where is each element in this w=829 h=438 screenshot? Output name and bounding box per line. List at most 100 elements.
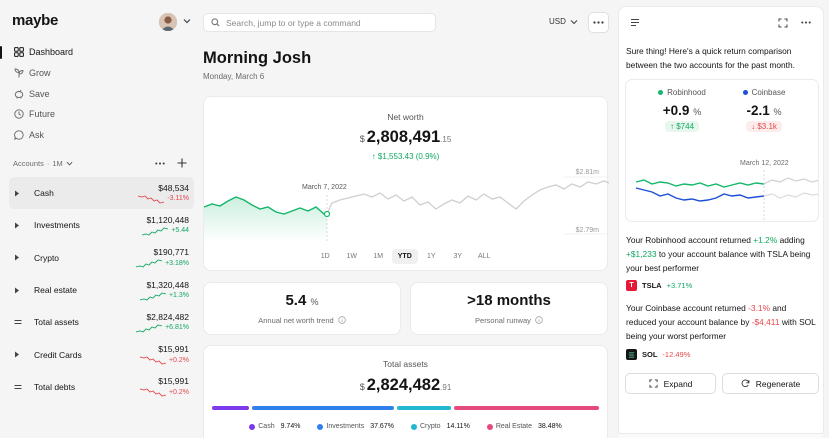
annual-trend-unit: %	[310, 297, 319, 307]
account-row[interactable]: Crypto $190,771 +3.18%	[9, 242, 194, 274]
sol-ticker[interactable]: SOL -12.49%	[626, 349, 690, 360]
sprout-icon	[14, 68, 24, 78]
account-row[interactable]: Total debts $15,991 +0.2%	[9, 371, 194, 403]
asset-allocation-legend: Cash 9.74% Investments 37.67% Crypto 14.…	[204, 423, 607, 430]
currency-symbol: $	[359, 382, 365, 392]
solana-logo-icon	[626, 349, 637, 360]
account-row[interactable]: Total assets $2,824,482 +6.81%	[9, 306, 194, 338]
sidebar-item-save[interactable]: Save	[0, 83, 195, 104]
net-worth-line-future	[326, 180, 609, 215]
sidebar-item-grow[interactable]: Grow	[0, 63, 195, 84]
coinbase-message: Your Coinbase account returned -3.1% and…	[626, 301, 817, 343]
robinhood-message-amount: +$1,233	[626, 249, 657, 259]
allocation-segment[interactable]	[212, 406, 249, 410]
user-avatar[interactable]	[159, 13, 177, 31]
legend-dot	[410, 423, 417, 430]
chevron-down-icon[interactable]	[183, 17, 191, 25]
chart-marker-dot	[323, 210, 331, 218]
range-tab[interactable]: 1D	[320, 253, 330, 260]
tsla-symbol: TSLA	[642, 281, 662, 290]
coinbase-message-mid: and reduced your account balance by	[626, 303, 787, 327]
assistant-panel: Sure thing! Here's a quick return compar…	[618, 6, 824, 438]
tesla-logo-icon: T	[626, 280, 637, 291]
account-change: +0.2%	[168, 388, 189, 396]
net-worth-change: ↑ $1,553.43 (0.9%)	[204, 152, 607, 161]
legend-item: Cash 9.74%	[249, 423, 300, 430]
sidebar-item-dashboard[interactable]: Dashboard	[0, 42, 195, 63]
assistant-intro: Sure thing! Here's a quick return compar…	[626, 46, 795, 70]
legend-label: Cash	[258, 423, 275, 430]
sidebar-item-label: Save	[29, 88, 50, 99]
account-row[interactable]: Real estate $1,320,448 +1.3%	[9, 274, 194, 306]
chevron-right-icon[interactable]	[14, 351, 26, 358]
tsla-ticker[interactable]: T TSLA +3.71%	[626, 280, 692, 291]
chevron-down-icon[interactable]	[66, 160, 73, 167]
total-assets-label: Total assets	[383, 359, 428, 369]
chevron-right-icon[interactable]	[14, 190, 26, 197]
total-assets-value: $2,824,482.91	[204, 376, 607, 395]
ellipsis-icon	[800, 21, 811, 24]
tsla-change: +3.71%	[666, 281, 693, 290]
accounts-period-selector[interactable]: 1M	[52, 158, 63, 168]
clock-icon	[14, 109, 24, 120]
account-change: -3.11%	[167, 195, 189, 203]
sidebar-item-future[interactable]: Future	[0, 104, 195, 125]
range-tab[interactable]: 1M	[373, 253, 384, 260]
account-row[interactable]: Credit Cards $15,991 +0.2%	[9, 338, 194, 370]
add-account-button[interactable]	[177, 158, 187, 168]
annual-trend-card: 5.4 % Annual net worth trend	[203, 282, 401, 335]
allocation-segment[interactable]	[251, 406, 395, 410]
range-tab[interactable]: YTD	[391, 249, 418, 264]
expand-icon	[778, 18, 787, 27]
account-row[interactable]: Investments $1,120,448 +5.44	[9, 209, 194, 241]
account-row[interactable]: Cash $48,534 -3.11%	[9, 177, 194, 210]
chevron-right-icon[interactable]	[14, 287, 26, 294]
legend-item: Real Estate 38.48%	[486, 423, 562, 430]
panel-menu-button[interactable]	[625, 13, 644, 32]
currency-selector[interactable]: USD	[549, 17, 578, 26]
accounts-more-button[interactable]	[155, 162, 165, 165]
account-change: +0.2%	[168, 356, 189, 364]
legend-dot	[249, 423, 256, 430]
allocation-segment[interactable]	[453, 406, 599, 410]
chat-input-area[interactable]	[619, 433, 823, 438]
range-tab[interactable]: 1W	[346, 253, 358, 260]
legend-label: Investments	[326, 423, 365, 430]
range-tab[interactable]: 3Y	[453, 253, 463, 260]
coinbase-amount-badge: ↓ $3.1k	[746, 121, 782, 132]
grid-icon	[14, 47, 24, 58]
info-icon[interactable]	[535, 316, 543, 324]
more-options-button[interactable]	[588, 12, 609, 33]
range-tab[interactable]: ALL	[478, 253, 491, 260]
comparison-date: March 12, 2022	[740, 160, 789, 167]
accounts-list: Cash $48,534 -3.11% Investments $1,120,4…	[9, 177, 194, 403]
coinbase-message-post: with SOL being your worst performer	[626, 317, 816, 341]
comparison-chart[interactable]	[626, 170, 819, 220]
allocation-segment[interactable]	[397, 406, 451, 410]
range-tab[interactable]: 1Y	[426, 253, 436, 260]
robinhood-pct: +0.9	[662, 103, 690, 118]
regenerate-button[interactable]: Regenerate	[722, 373, 819, 394]
legend-pct: 37.67%	[370, 423, 394, 430]
info-icon[interactable]	[338, 316, 346, 324]
personal-runway-card: >18 months Personal runway	[410, 282, 608, 335]
net-worth-chart[interactable]	[204, 167, 609, 242]
chevron-right-icon[interactable]	[14, 222, 26, 229]
search-input[interactable]: Search, jump to or type a command	[203, 13, 436, 32]
robinhood-amount-badge: ↑ $744	[664, 121, 700, 132]
sidebar-item-label: Ask	[29, 130, 45, 141]
net-worth-change-value: $1,553.43 (0.9%)	[377, 152, 440, 161]
panel-more-button[interactable]	[796, 13, 815, 32]
total-assets-amount: 2,824,482	[366, 376, 441, 394]
expand-button[interactable]: Expand	[625, 373, 716, 394]
account-name: Credit Cards	[34, 349, 82, 360]
sidebar-nav: Dashboard Grow Save Future Ask	[0, 42, 195, 145]
legend-dot	[317, 423, 324, 430]
sidebar-item-ask[interactable]: Ask	[0, 125, 195, 146]
panel-expand-button[interactable]	[773, 13, 792, 32]
return-comparison-card: Robinhood +0.9 % ↑ $744 Coinbase -2.1 % …	[625, 79, 819, 222]
account-amount: $48,534	[158, 182, 189, 193]
chevron-right-icon[interactable]	[14, 254, 26, 261]
sparkline-icon	[138, 195, 165, 204]
app-logo[interactable]: maybe	[12, 12, 59, 29]
